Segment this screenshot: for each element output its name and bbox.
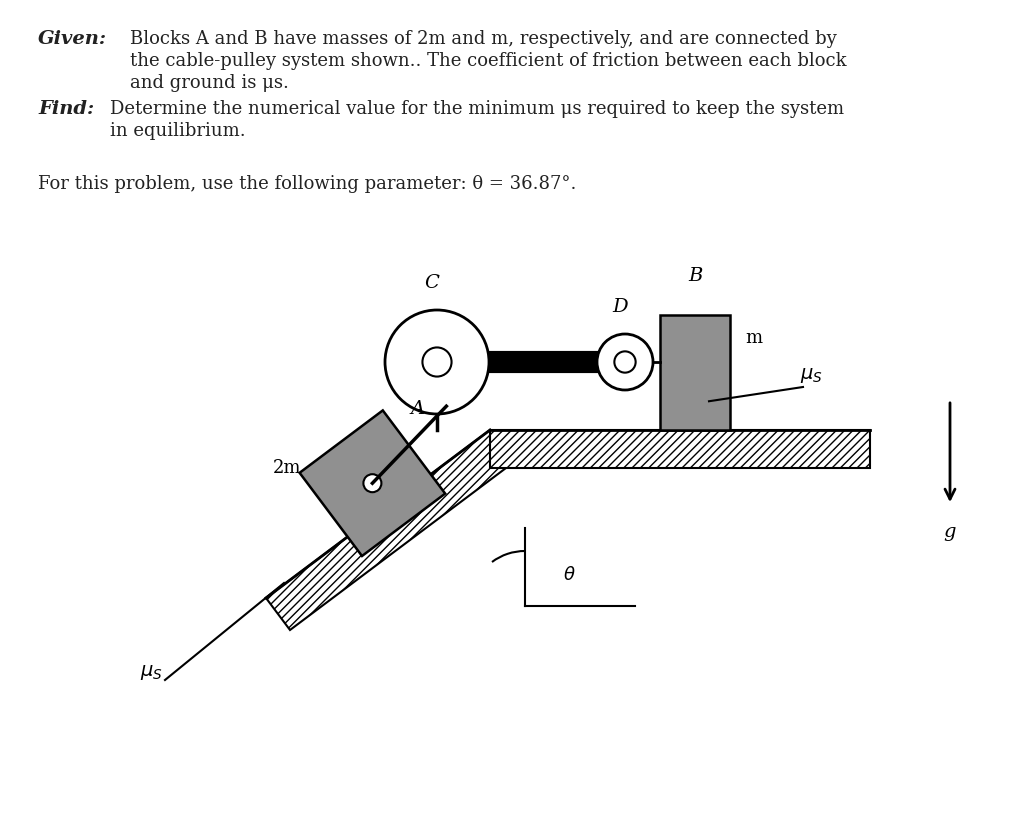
Text: $\theta$: $\theta$ (563, 566, 575, 584)
Text: the cable-pulley system shown.. The coefficient of friction between each block: the cable-pulley system shown.. The coef… (130, 52, 847, 70)
Text: A: A (411, 400, 425, 418)
Text: $\mu_S$: $\mu_S$ (140, 663, 163, 682)
Text: and ground is μs.: and ground is μs. (130, 74, 289, 92)
Circle shape (423, 348, 452, 377)
Text: 2m: 2m (273, 459, 302, 477)
Text: $\mu_S$: $\mu_S$ (800, 366, 823, 385)
Circle shape (385, 310, 489, 414)
Polygon shape (660, 315, 730, 430)
Text: D: D (612, 298, 628, 316)
Circle shape (614, 351, 636, 373)
Text: Given:: Given: (38, 30, 108, 48)
Text: C: C (425, 274, 439, 292)
Circle shape (597, 334, 653, 390)
Text: Find:: Find: (38, 100, 94, 118)
Text: Blocks A and B have masses of 2m and m, respectively, and are connected by: Blocks A and B have masses of 2m and m, … (130, 30, 837, 48)
Circle shape (364, 474, 381, 492)
Text: g: g (944, 523, 956, 541)
Polygon shape (490, 430, 870, 468)
Polygon shape (266, 430, 514, 630)
Text: B: B (688, 267, 702, 285)
Polygon shape (437, 353, 625, 371)
Text: Determine the numerical value for the minimum μs required to keep the system: Determine the numerical value for the mi… (110, 100, 844, 118)
Text: m: m (745, 329, 762, 347)
Polygon shape (300, 410, 445, 556)
Text: For this problem, use the following parameter: θ = 36.87°.: For this problem, use the following para… (38, 175, 577, 193)
Text: in equilibrium.: in equilibrium. (110, 122, 246, 140)
